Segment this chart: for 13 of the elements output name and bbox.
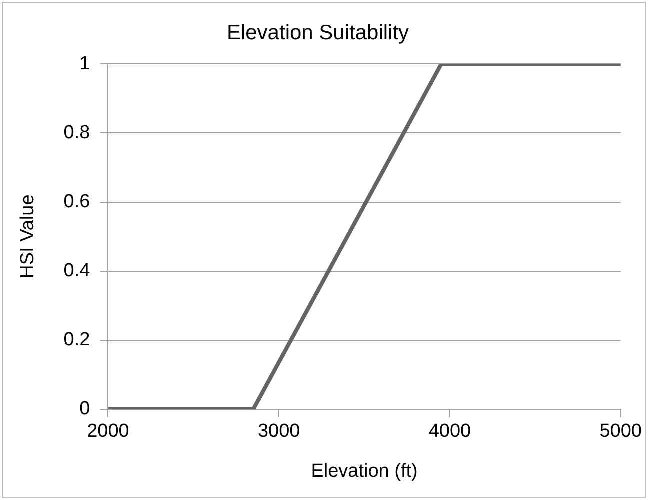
y-tick-label: 0.6 <box>64 192 90 213</box>
y-axis-title: HSI Value <box>18 194 39 279</box>
x-tick-label: 3000 <box>258 421 300 442</box>
x-axis-title: Elevation (ft) <box>311 460 418 482</box>
x-tick-label: 5000 <box>600 421 642 442</box>
x-tick-label: 4000 <box>428 421 472 442</box>
y-tick-label: 0.4 <box>64 260 91 282</box>
y-tick-label: 0.2 <box>64 330 90 351</box>
x-tick-label: 2000 <box>87 421 130 442</box>
chart-title: Elevation Suitability <box>226 21 410 44</box>
y-tick-label: 1 <box>80 53 90 74</box>
y-tick-label: 0 <box>80 398 90 420</box>
y-tick-label: 0.8 <box>64 122 90 144</box>
